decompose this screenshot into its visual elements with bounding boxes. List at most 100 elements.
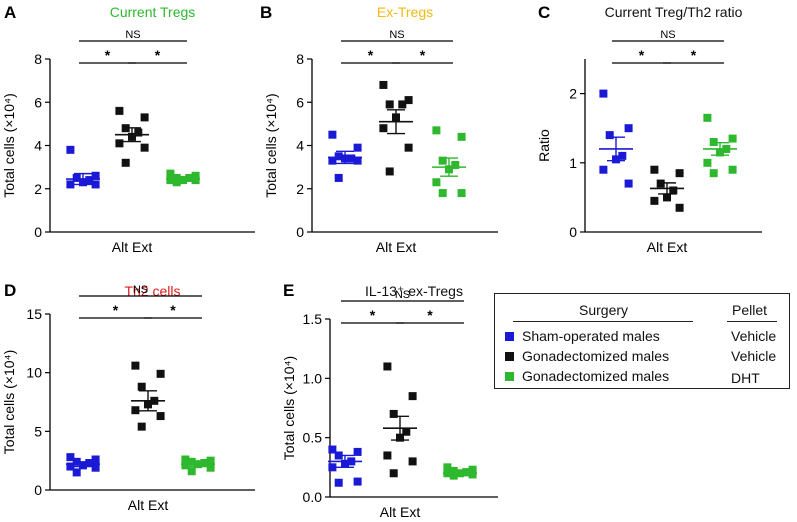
legend-pellet-underline	[727, 321, 777, 322]
panel-a-point	[91, 180, 100, 189]
panel-c-x-label: Alt Ext	[647, 239, 688, 255]
panel-c-y-label: Ratio	[536, 129, 552, 162]
panel-a-sig-label: *	[155, 47, 161, 63]
panel-e-x-label: Alt Ext	[380, 504, 421, 520]
panel-c-point	[703, 158, 712, 167]
panel-b-y-tick-label: 8	[296, 51, 304, 67]
legend-label: Sham-operated males	[522, 328, 660, 344]
panel-a-point	[140, 143, 149, 152]
panel-e-y-tick-label: 1.0	[303, 370, 323, 386]
panel-b-point	[334, 152, 343, 161]
panel-e-point	[353, 477, 362, 486]
panel-e-point	[389, 469, 398, 478]
legend-label: Gonadectomized males	[522, 368, 670, 384]
panel-e-point	[328, 445, 337, 454]
panel-c-title: Current Treg/Th2 ratio	[605, 4, 743, 20]
panel-b-y-tick-label: 2	[296, 181, 304, 197]
panel-d-point	[137, 382, 146, 391]
panel-e-point	[402, 427, 411, 436]
panel-d-point	[181, 461, 190, 470]
panel-e-point	[468, 465, 477, 474]
legend-entry-gdx-vehicle: Gonadectomized males	[505, 347, 669, 365]
panel-e-point	[389, 409, 398, 418]
panel-c-point	[728, 134, 737, 143]
panel-d-sig-label: *	[170, 302, 176, 318]
panel-a-point	[72, 173, 81, 182]
panel-b-point	[398, 100, 407, 109]
panel-e-point	[328, 463, 337, 472]
panel-a-sig-label: *	[105, 47, 111, 63]
legend-label: Gonadectomized males	[522, 348, 670, 364]
panel-a-y-tick-label: 6	[34, 94, 42, 110]
panel-c-letter: C	[538, 3, 550, 22]
panel-b-sig-label: *	[368, 47, 374, 63]
panel-c-point	[599, 165, 608, 174]
panel-b-letter: B	[260, 3, 272, 22]
panel-d-point	[137, 422, 146, 431]
panel-e-point	[353, 447, 362, 456]
panel-a-point	[191, 171, 200, 180]
panel-a-point	[134, 128, 143, 137]
panel-b-point	[328, 130, 337, 139]
legend-swatch-green	[505, 371, 514, 381]
panel-a-point	[115, 106, 124, 115]
panel-e-sig-label: NS	[395, 289, 410, 301]
panel-b-point	[353, 143, 362, 152]
panel-e-point	[334, 478, 343, 487]
panel-d-point	[206, 463, 215, 472]
legend-surgery-header: Surgery	[579, 302, 629, 318]
panel-a-y-label: Total cells (×10⁴)	[1, 93, 17, 197]
panel-a-point	[66, 180, 75, 189]
panel-c-point	[605, 131, 614, 140]
panel-e-sig-label: *	[427, 307, 433, 323]
panel-a-y-tick-label: 2	[34, 181, 42, 197]
panel-b-x-label: Alt Ext	[376, 239, 417, 255]
panel-a-point	[115, 139, 124, 148]
panel-d-point	[156, 412, 165, 421]
panel-d-point	[131, 406, 140, 415]
panel-b-point	[347, 154, 356, 163]
panel-b-y-tick-label: 4	[296, 138, 304, 154]
panel-a-sig-label: NS	[125, 29, 140, 41]
legend-swatch-blue	[505, 331, 514, 341]
panel-d-title: Th2 cells	[124, 283, 180, 299]
legend-swatch-black	[505, 351, 514, 361]
panel-b-point	[328, 156, 337, 165]
panel-c-point	[599, 89, 608, 98]
panel-b-point	[457, 132, 466, 141]
panel-a-letter: A	[4, 3, 16, 22]
legend-pellet-value: DHT	[731, 370, 760, 386]
panel-c-y-tick-label: 1	[569, 155, 577, 171]
panel-b-point	[404, 143, 413, 152]
panel-a-point	[191, 176, 200, 185]
panel-a-point	[172, 178, 181, 187]
panel-d-y-tick-label: 10	[26, 365, 42, 381]
panel-b-point	[353, 156, 362, 165]
panel-d-sig-label: *	[113, 302, 119, 318]
panel-b-point	[457, 189, 466, 198]
panel-b-point	[438, 156, 447, 165]
panel-e-point	[408, 457, 417, 466]
panel-c-point	[703, 113, 712, 122]
legend-entry-sham: Sham-operated males	[505, 327, 660, 345]
panel-c-point	[669, 186, 678, 195]
panel-a-y-tick-label: 4	[34, 138, 42, 154]
panel-b-y-label: Total cells (×10⁴)	[263, 93, 279, 197]
panel-e-sig-label: *	[370, 307, 376, 323]
panel-e-point	[408, 392, 417, 401]
panel-b-sig-label: NS	[389, 29, 404, 41]
legend-surgery-underline	[513, 321, 693, 322]
panel-d-point	[156, 369, 165, 378]
panel-e-title: IL-13⁺ ex-Tregs	[365, 283, 463, 299]
panel-e-y-label: Total cells (×10⁴)	[281, 356, 297, 460]
panel-c-y-tick-label: 0	[569, 224, 577, 240]
panel-c-point	[663, 193, 671, 202]
panel-c-point	[709, 169, 718, 178]
panel-d-point	[200, 459, 209, 468]
panel-b-y-tick-label: 6	[296, 94, 304, 110]
legend-pellet-header: Pellet	[732, 302, 768, 318]
panel-b-point	[451, 160, 460, 169]
panel-d-point	[91, 455, 100, 464]
panel-b-point	[385, 167, 394, 176]
panel-e-point	[383, 451, 392, 460]
